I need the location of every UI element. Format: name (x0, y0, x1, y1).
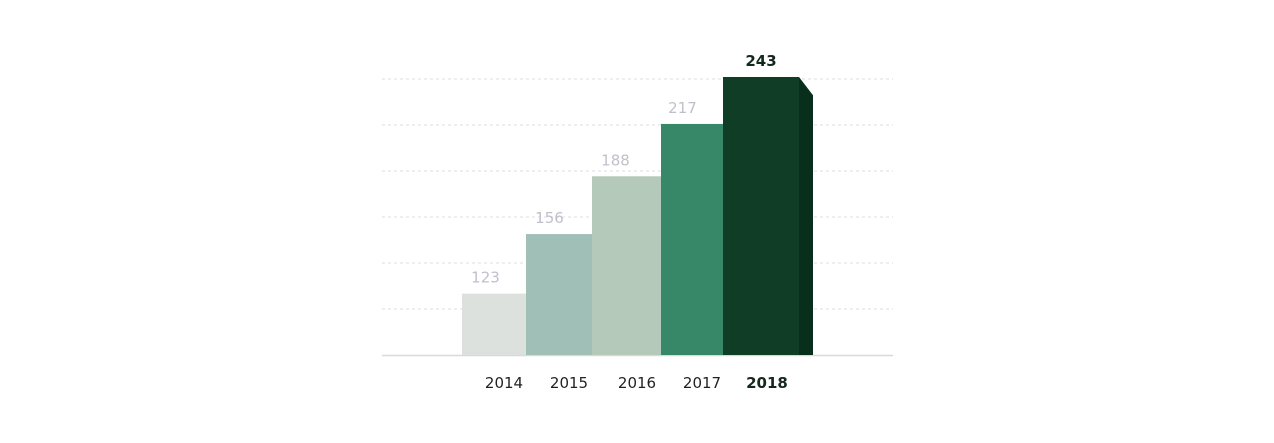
bar-2015 (526, 234, 603, 355)
data-label: 156 (535, 209, 564, 227)
data-label: 243 (745, 52, 776, 70)
x-tick-label: 2018 (746, 374, 788, 392)
x-tick-label: 2014 (485, 374, 523, 392)
data-label: 217 (668, 99, 697, 117)
data-label: 123 (471, 269, 500, 287)
data-label: 188 (601, 151, 630, 169)
x-tick-label: 2015 (550, 374, 588, 392)
bar-2016 (592, 176, 669, 355)
bar-2018 (723, 77, 799, 355)
bar-2017 (661, 123, 734, 356)
x-tick-label: 2016 (618, 374, 656, 392)
bar-side-2018 (799, 77, 813, 355)
x-tick-label: 2017 (683, 374, 721, 392)
